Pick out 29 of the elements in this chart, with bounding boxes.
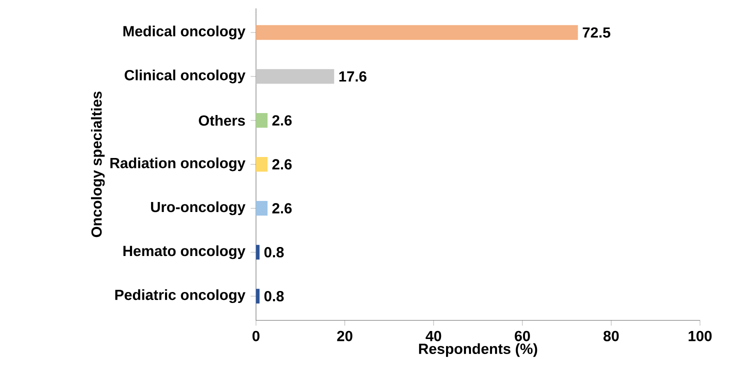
data-label: 17.6 bbox=[339, 71, 366, 82]
y-axis-title: Oncology specialties bbox=[90, 92, 105, 238]
x-tick-label: 100 bbox=[688, 330, 712, 342]
data-label: 0.8 bbox=[264, 247, 284, 258]
bar bbox=[256, 244, 260, 260]
bar bbox=[256, 25, 578, 40]
data-label: 2.6 bbox=[272, 159, 292, 170]
data-label: 0.8 bbox=[264, 290, 284, 302]
bar bbox=[256, 113, 268, 128]
y-tick-label: Hemato oncology bbox=[123, 245, 246, 260]
x-tick-label: 0 bbox=[252, 330, 260, 342]
x-axis-title: Respondents (%) bbox=[419, 343, 538, 357]
bar bbox=[256, 69, 334, 84]
x-tick-label: 20 bbox=[337, 330, 352, 342]
data-label: 2.6 bbox=[272, 115, 292, 126]
bar bbox=[256, 157, 268, 172]
bar bbox=[256, 288, 260, 304]
y-tick-label: Clinical oncology bbox=[124, 70, 246, 84]
y-tick-label: Others bbox=[198, 115, 245, 126]
bar bbox=[256, 200, 268, 216]
y-tick-label: Uro-oncology bbox=[151, 201, 246, 216]
x-tick-label: 60 bbox=[514, 330, 530, 342]
data-label: 2.6 bbox=[272, 203, 292, 214]
x-tick-label: 80 bbox=[604, 330, 619, 342]
y-tick-label: Medical oncology bbox=[123, 26, 246, 40]
y-tick-label: Pediatric oncology bbox=[115, 289, 246, 304]
x-tick-label: 40 bbox=[426, 330, 442, 342]
y-tick-label: Radiation oncology bbox=[110, 157, 246, 172]
data-label: 72.5 bbox=[582, 27, 610, 38]
